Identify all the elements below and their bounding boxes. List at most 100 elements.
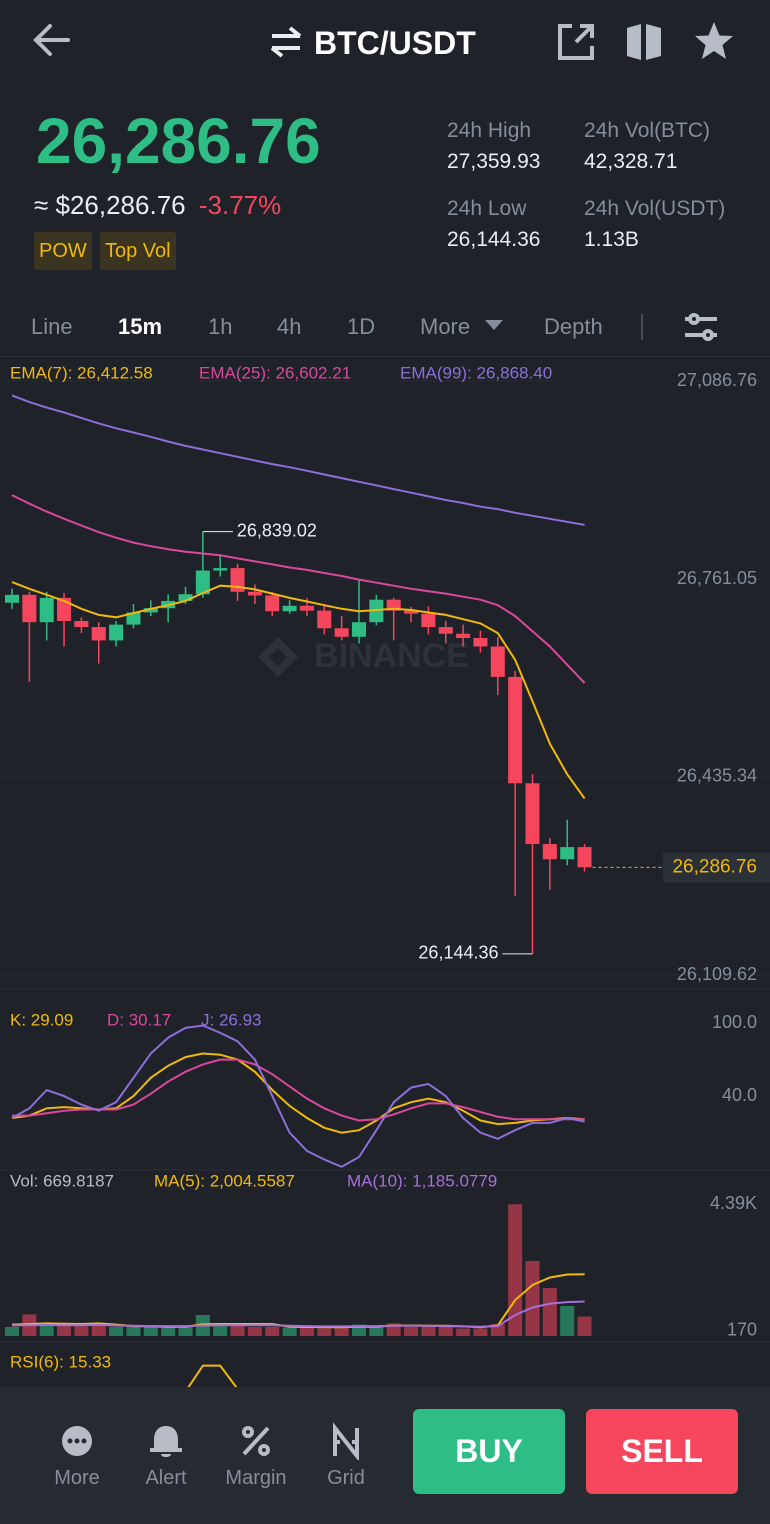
candle-body xyxy=(91,627,106,641)
nav-label[interactable]: More xyxy=(54,1467,100,1489)
tab[interactable]: 1h xyxy=(208,314,233,339)
volume-bar xyxy=(438,1327,453,1336)
annotation-label: 26,144.36 xyxy=(418,943,498,963)
volume-bar xyxy=(57,1326,72,1336)
volume-bar xyxy=(369,1327,384,1336)
volume-bar xyxy=(109,1327,124,1336)
tab[interactable]: More xyxy=(420,314,471,339)
panel: 26,839.02 26,144.36 26,286.76 xyxy=(0,380,770,976)
swap-icon[interactable] xyxy=(270,26,302,58)
volume-bar xyxy=(525,1261,540,1336)
y-tick-label: 100.0 xyxy=(712,1012,757,1032)
legend-label: MA(5): 2,004.5587 xyxy=(154,1171,295,1190)
back-button[interactable] xyxy=(33,24,70,56)
candle-body xyxy=(5,594,19,603)
series-line xyxy=(11,1300,585,1328)
volume-bar xyxy=(74,1326,89,1336)
nav-icons xyxy=(62,1422,359,1460)
candle-body xyxy=(282,605,297,612)
candle-body xyxy=(508,676,523,784)
legend-label: RSI(6): 15.33 xyxy=(10,1352,111,1371)
nav-label[interactable]: Alert xyxy=(145,1467,187,1489)
volume-bar xyxy=(230,1326,245,1336)
price-usd: ≈ $26,286.76 xyxy=(34,190,186,220)
y-tick-label: 40.0 xyxy=(722,1085,757,1105)
series-line xyxy=(11,1024,585,1168)
annotation-label: 26,839.02 xyxy=(237,520,317,540)
candle-body xyxy=(247,591,262,596)
favorite-icon[interactable] xyxy=(695,22,733,59)
last-price-label: 26,286.76 xyxy=(672,856,757,877)
volume-bar xyxy=(577,1316,592,1336)
candle-body xyxy=(577,847,592,868)
series-line xyxy=(11,1273,585,1329)
candle-body xyxy=(57,597,72,621)
volume-bar xyxy=(247,1327,262,1336)
last-price: 26,286.76 xyxy=(36,105,321,177)
volume-bar xyxy=(317,1328,332,1336)
volume-bar xyxy=(213,1325,228,1336)
volume-bar xyxy=(560,1306,575,1336)
candle-body xyxy=(456,633,471,638)
settings-icon[interactable] xyxy=(685,313,717,341)
info-icon[interactable] xyxy=(627,24,661,60)
stat-label: 24h Vol(BTC) xyxy=(584,119,711,142)
y-tick-label: 26,109.62 xyxy=(677,964,757,984)
buy-button[interactable]: BUY xyxy=(413,1409,565,1494)
sell-button[interactable]: SELL xyxy=(586,1409,738,1494)
legend-label: EMA(99): 26,868.40 xyxy=(400,363,552,382)
more-icon[interactable] xyxy=(62,1426,92,1456)
volume-bar xyxy=(39,1325,54,1336)
stat-label: 24h Vol(USDT) xyxy=(584,197,726,220)
legend-label: D: 30.17 xyxy=(107,1010,171,1029)
volume-bar xyxy=(456,1328,471,1336)
volume-bar xyxy=(334,1326,349,1336)
nav-label[interactable]: Margin xyxy=(225,1467,287,1489)
tag[interactable]: Top Vol xyxy=(100,232,176,270)
candle-body xyxy=(195,570,210,595)
candle-body xyxy=(490,646,505,677)
tab[interactable]: Line xyxy=(31,314,73,339)
y-tick-label: 26,761.05 xyxy=(677,568,757,588)
candle-body xyxy=(473,637,488,647)
volume-bar xyxy=(404,1327,419,1336)
divider xyxy=(0,356,770,357)
volume-bar xyxy=(265,1327,280,1336)
candle-body xyxy=(421,613,436,628)
stat-label: 24h High xyxy=(447,119,532,142)
candle-body xyxy=(178,594,193,601)
tab-icons xyxy=(485,313,717,341)
watermark-text: BINANCE xyxy=(314,637,469,675)
candle-body xyxy=(213,568,228,571)
header-icons xyxy=(33,22,733,60)
volume-bar xyxy=(143,1327,158,1336)
watermark: BINANCE xyxy=(258,637,469,677)
volume-bar xyxy=(126,1327,141,1336)
tab[interactable]: 15m xyxy=(118,314,163,339)
chart: BINANCE 26,839.02 26,144.36 26,286.76 27,08… xyxy=(0,363,770,1387)
series-line xyxy=(11,394,585,526)
candle-body xyxy=(404,610,419,614)
legend-label: Vol: 669.8187 xyxy=(10,1171,114,1190)
alert-icon[interactable] xyxy=(150,1426,182,1457)
candle-body xyxy=(386,599,401,611)
grid-icon[interactable] xyxy=(333,1422,359,1460)
tab[interactable]: 1D xyxy=(347,314,376,339)
margin-icon[interactable] xyxy=(242,1426,270,1456)
nav-label[interactable]: Grid xyxy=(327,1467,365,1489)
share-icon[interactable] xyxy=(558,24,594,60)
candle-body xyxy=(438,627,453,634)
volume-bar xyxy=(299,1327,314,1336)
series-line xyxy=(12,1058,585,1122)
tab[interactable]: Depth xyxy=(544,314,603,339)
stat-value: 27,359.93 xyxy=(447,150,541,173)
stat-value: 1.13B xyxy=(584,228,639,251)
price-change: -3.77% xyxy=(198,190,282,220)
candle-body xyxy=(109,624,124,641)
tag[interactable]: POW xyxy=(34,232,92,270)
pair-title[interactable]: BTC/USDT xyxy=(314,25,476,61)
tab[interactable]: 4h xyxy=(277,314,302,339)
candle-body xyxy=(525,783,540,845)
panel xyxy=(11,1024,585,1168)
candle-body xyxy=(74,620,89,628)
